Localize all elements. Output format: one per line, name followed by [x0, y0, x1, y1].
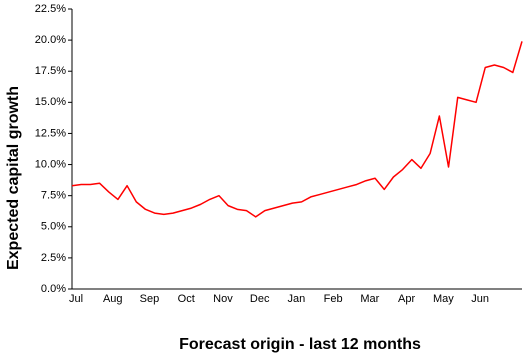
x-tick-label: Mar [360, 293, 379, 305]
x-tick-label: May [433, 293, 454, 305]
x-tick-label: Nov [213, 293, 233, 305]
x-axis-title: Forecast origin - last 12 months [179, 336, 421, 353]
line [71, 41, 523, 218]
y-tick-label: 10.0% [35, 158, 66, 170]
y-tick-label: 17.5% [35, 65, 66, 77]
x-tick-label: Aug [103, 293, 123, 305]
y-tick-label: 2.5% [41, 252, 66, 264]
y-tick-label: 15.0% [35, 96, 66, 108]
x-tick-label: Apr [398, 293, 415, 305]
x-tick-label: Dec [250, 293, 270, 305]
y-tick-label: 22.5% [35, 3, 66, 15]
y-tick-label: 7.5% [41, 190, 66, 202]
x-tick-label: Jul [69, 293, 83, 305]
y-tick-label: 0.0% [41, 283, 66, 295]
x-tick-label: Jan [288, 293, 306, 305]
x-tick-label: Jun [471, 293, 489, 305]
x-tick-label: Oct [178, 293, 195, 305]
y-axis-title: Expected capital growth [5, 86, 22, 270]
y-tick-label: 20.0% [35, 34, 66, 46]
y-tick-label: 12.5% [35, 127, 66, 139]
x-tick-label: Sep [140, 293, 160, 305]
y-tick-label: 5.0% [41, 221, 66, 233]
x-tick-label: Feb [324, 293, 343, 305]
